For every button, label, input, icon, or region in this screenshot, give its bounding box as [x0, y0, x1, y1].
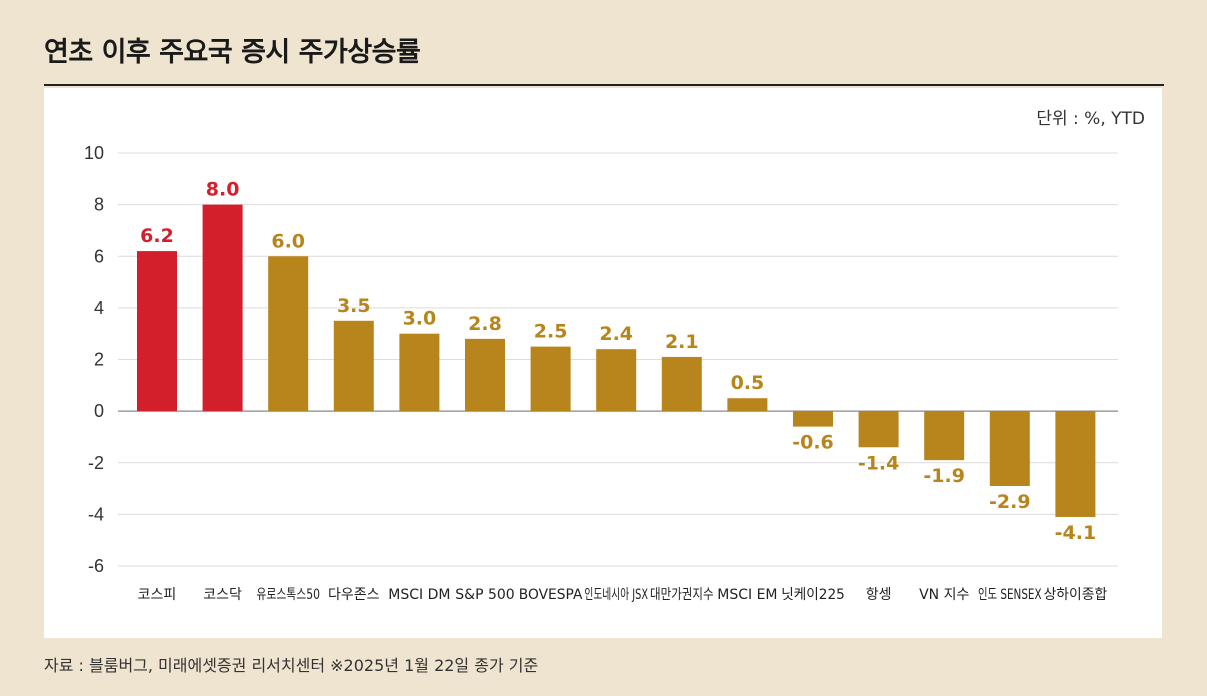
y-tick-label: 10	[84, 143, 104, 163]
value-label: 8.0	[206, 179, 240, 201]
value-label: 2.5	[534, 321, 568, 343]
category-label: 인도 SENSEX	[978, 587, 1042, 603]
value-label: -1.4	[858, 452, 900, 474]
bar	[333, 320, 374, 412]
category-label: 인도네시아 JSX	[584, 587, 648, 603]
value-label: 2.8	[468, 313, 502, 335]
y-tick-label: 4	[94, 298, 104, 318]
bar	[989, 411, 1030, 486]
bar	[793, 411, 833, 427]
source-note: 자료 : 블룸버그, 미래에셋증권 리서치센터 ※2025년 1월 22일 종가…	[44, 656, 539, 675]
value-label: -4.1	[1055, 522, 1097, 544]
value-label: -0.6	[792, 432, 834, 454]
y-tick-label: 2	[94, 350, 104, 370]
bar	[465, 338, 505, 412]
y-tick-label: 0	[94, 401, 104, 421]
value-label: 0.5	[731, 372, 765, 394]
category-label: 항셍	[866, 587, 892, 603]
category-label: 다우존스	[328, 587, 380, 603]
y-tick-label: 8	[94, 195, 104, 215]
value-label: -1.9	[923, 465, 965, 487]
unit-label: 단위 : %, YTD	[1036, 109, 1145, 129]
bar	[1055, 411, 1096, 517]
value-label: -2.9	[989, 491, 1031, 513]
value-label: 2.1	[665, 331, 699, 353]
bar	[137, 251, 177, 412]
bar	[661, 356, 702, 412]
category-label: S&P 500	[455, 587, 514, 603]
category-label: 코스피	[138, 587, 177, 603]
bar	[530, 346, 571, 412]
category-label: MSCI DM	[388, 587, 450, 603]
bar	[924, 411, 965, 461]
category-label: 코스닥	[203, 587, 242, 603]
title-divider	[44, 84, 1164, 86]
chart-title: 연초 이후 주요국 증시 주가상승률	[44, 37, 421, 68]
category-label: VN 지수	[919, 587, 969, 603]
category-label: BOVESPA	[519, 587, 583, 603]
value-label: 3.5	[337, 295, 371, 317]
bar	[268, 256, 309, 412]
category-label: MSCI EM	[717, 587, 777, 603]
y-tick-label: -6	[88, 556, 104, 576]
y-tick-label: 6	[94, 246, 104, 266]
bar	[202, 204, 243, 412]
value-label: 2.4	[599, 323, 633, 345]
bar	[858, 411, 899, 448]
category-label: 닛케이225	[781, 587, 845, 603]
value-label: 3.0	[403, 308, 437, 330]
y-tick-label: -4	[88, 504, 104, 524]
category-label: 유로스톡스50	[256, 587, 320, 603]
category-label: 상하이종합	[1044, 587, 1108, 603]
category-label: 대만가권지수	[650, 587, 714, 603]
bar	[399, 333, 440, 412]
value-label: 6.2	[140, 225, 174, 247]
y-tick-label: -2	[88, 453, 104, 473]
bar	[727, 398, 768, 412]
value-label: 6.0	[271, 230, 305, 252]
bar	[596, 349, 637, 412]
